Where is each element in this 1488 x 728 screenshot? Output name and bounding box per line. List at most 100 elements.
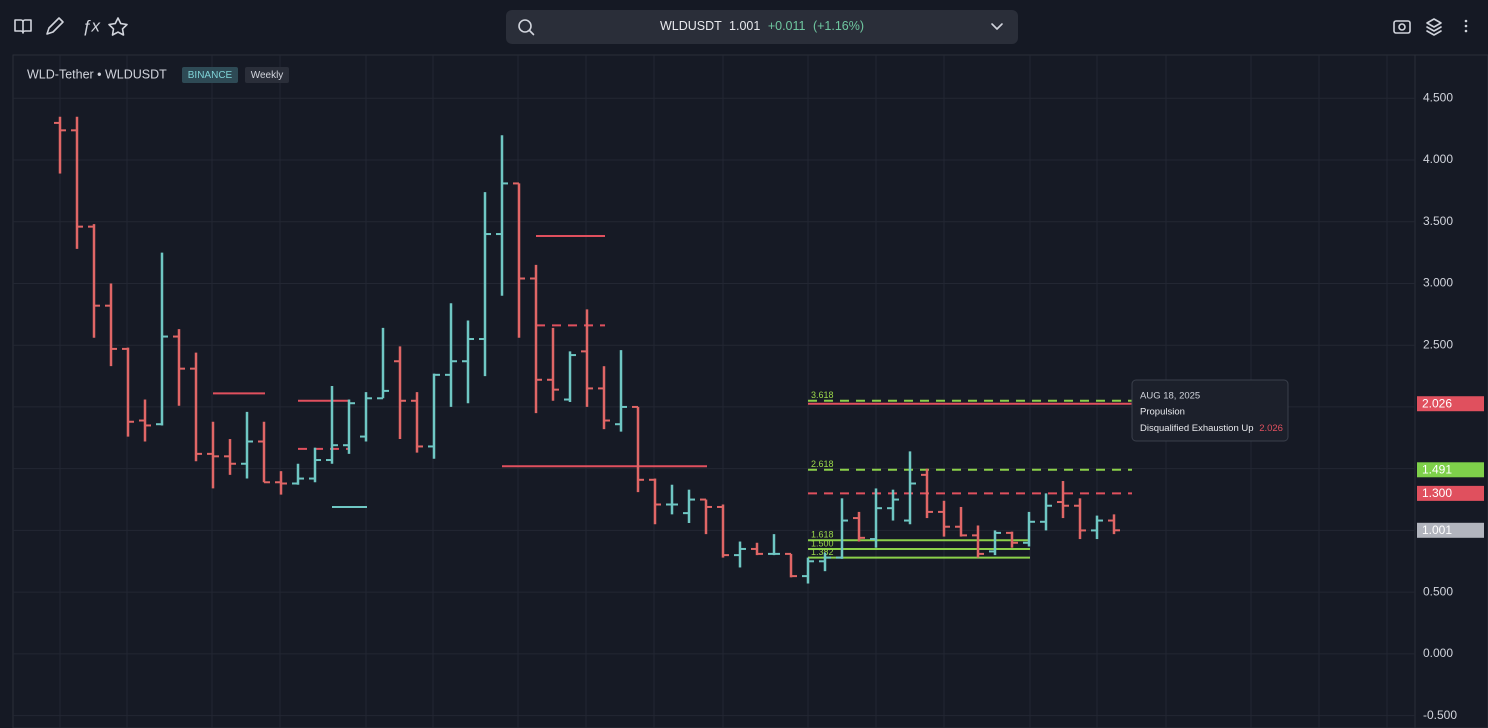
tooltip-title: Propulsion bbox=[1140, 407, 1185, 418]
ohlc-bar bbox=[326, 385, 338, 464]
ohlc-bar bbox=[190, 352, 202, 462]
ohlc-bar bbox=[1023, 511, 1035, 547]
y-tick-label: 0.500 bbox=[1423, 584, 1453, 598]
price-tag-label: 2.026 bbox=[1422, 396, 1452, 410]
pencil-icon[interactable] bbox=[46, 17, 64, 35]
price-tag bbox=[1417, 396, 1484, 412]
chart-title: WLD-Tether • WLDUSDT bbox=[27, 67, 167, 81]
ohlc-bar bbox=[768, 534, 780, 556]
ohlc-bar bbox=[139, 399, 151, 442]
level-label: 1.382 bbox=[811, 547, 834, 557]
ohlc-bar bbox=[751, 542, 763, 556]
ohlc-bar bbox=[1057, 481, 1069, 519]
search-bar[interactable]: WLDUSDT 1.001 +0.011 (+1.16%) bbox=[506, 10, 1018, 44]
level-label: 1.500 bbox=[811, 538, 834, 548]
y-tick-label: 3.500 bbox=[1423, 214, 1453, 228]
book-icon[interactable] bbox=[14, 19, 32, 34]
ohlc-bar bbox=[275, 471, 287, 495]
y-tick-label: 4.000 bbox=[1423, 152, 1453, 166]
tooltip-text: Disqualified Exhaustion Up bbox=[1140, 423, 1254, 434]
change: +0.011 bbox=[768, 19, 806, 33]
ohlc-bar bbox=[802, 557, 814, 584]
price-axis: 4.5004.0003.5003.0002.5002.0001.5001.000… bbox=[1417, 90, 1484, 722]
function-icon[interactable]: ƒx bbox=[82, 16, 100, 35]
chart-legend: WLD-Tether • WLDUSDT BINANCE Weekly bbox=[27, 67, 289, 83]
search-box[interactable] bbox=[506, 10, 1018, 44]
tooltip-box bbox=[1131, 379, 1289, 442]
right-toolbar bbox=[1393, 18, 1468, 36]
ohlc-bar bbox=[887, 489, 899, 521]
y-tick-label: 0.000 bbox=[1423, 646, 1453, 660]
ohlc-bar bbox=[581, 309, 593, 407]
ohlc-bar bbox=[496, 135, 508, 296]
interval: Weekly bbox=[251, 70, 284, 81]
search-icon-handle bbox=[528, 29, 535, 36]
price-tag-label: 1.300 bbox=[1422, 486, 1452, 500]
search-icon bbox=[518, 19, 532, 33]
ohlc-bar bbox=[292, 463, 304, 485]
ohlc-bar bbox=[445, 303, 457, 407]
ohlc-bar bbox=[411, 392, 423, 453]
price-tag-label: 1.001 bbox=[1422, 523, 1452, 537]
ohlc-bar bbox=[394, 346, 406, 440]
left-toolbar: ƒx bbox=[14, 16, 128, 36]
ohlc-bar bbox=[1108, 514, 1120, 535]
ohlc-bar bbox=[530, 264, 542, 414]
ohlc-bar bbox=[904, 451, 916, 525]
ohlc-bar bbox=[632, 405, 644, 493]
more-icon[interactable] bbox=[1464, 19, 1468, 33]
ohlc-bar bbox=[649, 478, 661, 525]
star-icon[interactable] bbox=[108, 17, 128, 36]
ohlc-bar bbox=[1006, 531, 1018, 548]
ohlc-bar bbox=[717, 504, 729, 558]
ohlc-bar bbox=[207, 421, 219, 489]
ohlc-bar bbox=[54, 116, 66, 174]
ohlc-bar bbox=[1091, 515, 1103, 540]
dropdown-icon[interactable] bbox=[991, 23, 1003, 30]
ohlc-bar bbox=[836, 498, 848, 559]
ohlc-bar bbox=[258, 421, 270, 484]
ohlc-bar bbox=[615, 350, 627, 432]
level-label: 2.618 bbox=[811, 459, 834, 469]
y-tick-label: 2.500 bbox=[1423, 337, 1453, 351]
ohlc-bar bbox=[598, 366, 610, 430]
y-tick-label: -0.500 bbox=[1423, 708, 1457, 722]
exchange: BINANCE bbox=[188, 70, 233, 81]
ohlc-bar bbox=[309, 447, 321, 483]
ohlc-bar bbox=[921, 468, 933, 519]
camera-icon[interactable] bbox=[1393, 20, 1411, 34]
ohlc-bar bbox=[547, 327, 559, 401]
symbol: WLDUSDT bbox=[660, 19, 722, 33]
ohlc-bar bbox=[938, 500, 950, 537]
y-tick-label: 3.000 bbox=[1423, 276, 1453, 290]
ohlc-bar bbox=[1074, 498, 1086, 540]
ohlc-bar bbox=[955, 506, 967, 537]
ohlc-bar bbox=[819, 552, 831, 572]
change-percent: (+1.16%) bbox=[813, 19, 864, 33]
ohlc-bar bbox=[88, 224, 100, 338]
grid bbox=[13, 55, 1416, 728]
ohlc-bar bbox=[224, 439, 236, 475]
ohlc-bar bbox=[870, 488, 882, 548]
level-label: 1.618 bbox=[811, 530, 834, 540]
ohlc-bar bbox=[173, 329, 185, 406]
ohlc-bar bbox=[122, 347, 134, 437]
tooltip-value: 2.026 bbox=[1259, 423, 1283, 434]
layers-icon[interactable] bbox=[1426, 18, 1442, 36]
ohlc-bar bbox=[700, 498, 712, 535]
ohlc-bar bbox=[462, 320, 474, 404]
interval-badge bbox=[245, 67, 289, 83]
symbol-quote: WLDUSDT 1.001 +0.011 (+1.16%) bbox=[660, 19, 864, 33]
price-tag bbox=[1417, 462, 1484, 478]
ohlc-bar bbox=[105, 283, 117, 367]
ohlc-bar bbox=[360, 392, 372, 442]
price-tag bbox=[1417, 522, 1484, 538]
ohlc-bar bbox=[989, 530, 1001, 556]
ohlc-bar bbox=[853, 511, 865, 542]
tooltip: AUG 18, 2025 Propulsion Disqualified Exh… bbox=[1131, 379, 1289, 442]
ohlc-bar bbox=[666, 484, 678, 515]
ohlc-bar bbox=[428, 373, 440, 459]
level-label: 3.618 bbox=[811, 390, 834, 400]
